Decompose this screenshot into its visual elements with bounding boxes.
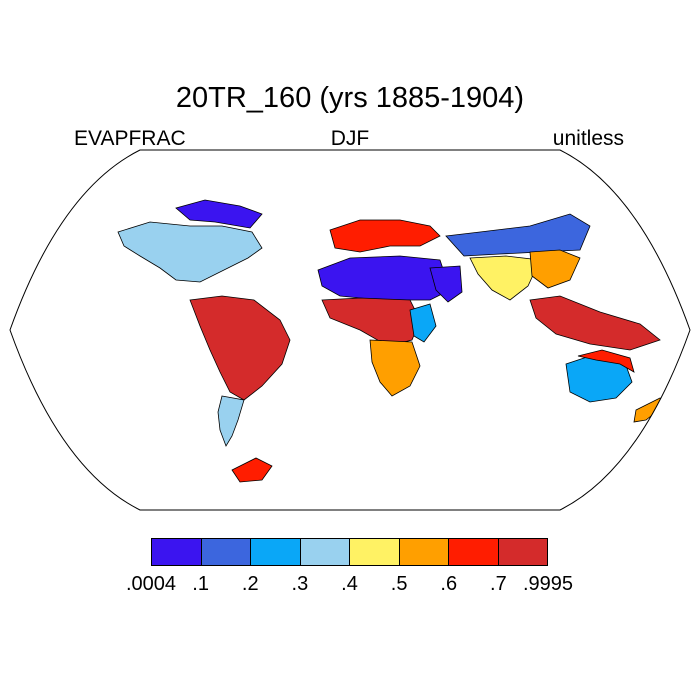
colorbar-box <box>449 539 499 565</box>
colorbar-box <box>498 539 547 565</box>
colorbar-box <box>300 539 350 565</box>
map-region-arabian-peninsula <box>429 265 463 303</box>
colorbar-tick-label: .6 <box>440 573 458 595</box>
map-region-southern-africa <box>369 339 421 397</box>
units-label: unitless <box>552 127 624 150</box>
map-region-central-africa <box>321 297 421 347</box>
season-label: DJF <box>330 127 370 150</box>
map-region-south-asia <box>469 255 541 301</box>
colorbar-box <box>399 539 449 565</box>
colorbar-tick-label: .2 <box>241 573 259 595</box>
colorbar-tick-label: .3 <box>291 573 309 595</box>
map-region-patagonia <box>217 395 245 447</box>
colorbar-tick-label: .9995 <box>522 573 574 595</box>
colorbar-tick-label: .7 <box>490 573 507 595</box>
map-region-north-america-midlatitudes <box>117 221 263 283</box>
map-region-maritime-continent <box>529 295 661 351</box>
colorbar-box <box>152 539 202 565</box>
map-region-coastal-australia <box>577 349 635 373</box>
colorbar-tick-label: .4 <box>341 573 358 595</box>
colorbar-box <box>350 539 400 565</box>
map-region-south-america-tropics <box>189 295 291 401</box>
colorbar <box>151 538 548 566</box>
colorbar-labels: .0004 .1 .2 .3 .4 .5 .6 .7 .9995 <box>0 572 700 598</box>
colorbar-box <box>201 539 251 565</box>
colorbar-tick-label: .0004 <box>125 573 177 595</box>
colorbar-tick-label: .1 <box>192 573 209 595</box>
map-region-north-africa-sahara <box>317 255 451 301</box>
map-region-east-china <box>529 249 581 289</box>
plot-title: 20TR_160 (yrs 1885-1904) <box>175 82 525 114</box>
map-region-east-africa <box>409 303 437 343</box>
map-border <box>9 149 691 511</box>
map-region-europe <box>329 219 441 253</box>
map-region-central-asia <box>445 213 591 257</box>
colorbar-tick-label: .5 <box>390 573 408 595</box>
map-region-canadian-arctic <box>175 199 263 229</box>
map-region-antarctic-peninsula <box>231 457 273 483</box>
colorbar-box <box>251 539 301 565</box>
variable-label: EVAPFRAC <box>74 127 186 150</box>
